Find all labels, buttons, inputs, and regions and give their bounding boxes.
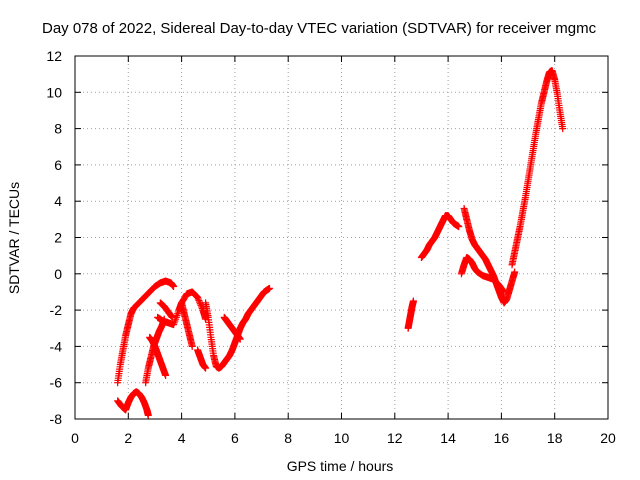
data-point — [409, 297, 417, 305]
data-point — [168, 313, 176, 321]
grid-lines — [75, 56, 608, 419]
y-tick-label: 8 — [54, 121, 62, 137]
data-point — [455, 223, 463, 231]
x-tick-label: 20 — [600, 430, 616, 446]
data-point — [236, 335, 244, 343]
data-point — [202, 364, 210, 372]
series-track-7 — [178, 299, 196, 350]
plot-frame — [74, 55, 609, 420]
data-point — [194, 295, 202, 303]
series-track-4 — [146, 333, 170, 379]
data-point — [511, 268, 519, 276]
series-track-14 — [457, 253, 508, 296]
x-tick-label: 10 — [334, 430, 350, 446]
data-point — [194, 293, 202, 301]
series-track-6 — [156, 299, 176, 321]
data-point — [559, 125, 567, 133]
series-track-15 — [508, 67, 567, 269]
y-tick-label: -4 — [50, 338, 63, 354]
x-tick-label: 0 — [71, 430, 79, 446]
y-tick-label: 6 — [54, 157, 62, 173]
x-tick-label: 4 — [178, 430, 186, 446]
data-point — [144, 411, 152, 419]
data-point — [500, 288, 508, 296]
y-tick-label: 10 — [46, 84, 62, 100]
x-tick-label: 14 — [440, 430, 456, 446]
data-point — [195, 297, 203, 305]
x-tick-label: 18 — [547, 430, 563, 446]
y-tick-label: 0 — [54, 266, 62, 282]
y-axis-label: SDTVAR / TECUs — [6, 182, 22, 294]
data-point — [499, 287, 507, 295]
data-points — [114, 67, 567, 419]
data-point — [197, 301, 205, 309]
series-track-1 — [114, 277, 178, 387]
series-track-11 — [404, 297, 417, 332]
x-tick-label: 2 — [124, 430, 132, 446]
x-axis-label: GPS time / hours — [287, 458, 394, 474]
y-tick-label: 4 — [54, 193, 62, 209]
axis-ticks — [74, 55, 609, 420]
data-point — [170, 283, 178, 291]
series-track-2 — [114, 388, 152, 419]
chart-title: Day 078 of 2022, Sidereal Day-to-day VTE… — [42, 20, 597, 37]
x-tick-label: 6 — [231, 430, 239, 446]
x-tick-label: 8 — [284, 430, 292, 446]
y-tick-label: -2 — [50, 302, 63, 318]
series-track-12 — [417, 212, 463, 261]
y-tick-labels: -8 -6 -4 -2 0 2 4 6 8 10 12 — [46, 48, 62, 427]
data-point — [188, 342, 196, 350]
y-tick-label: 2 — [54, 230, 62, 246]
x-tick-label: 12 — [387, 430, 403, 446]
series-track-13 — [460, 204, 519, 307]
x-tick-label: 16 — [494, 430, 510, 446]
data-point — [162, 371, 170, 379]
data-point — [196, 298, 204, 306]
y-tick-label: 12 — [46, 48, 62, 64]
data-point — [266, 284, 274, 292]
x-tick-labels: 0 2 4 6 8 10 12 14 16 18 20 — [71, 430, 616, 446]
y-tick-label: -8 — [50, 411, 63, 427]
y-tick-label: -6 — [50, 375, 63, 391]
series-track-9 — [202, 284, 274, 372]
series-track-8 — [194, 346, 210, 372]
series-track-10 — [220, 313, 244, 343]
data-point — [196, 300, 204, 308]
